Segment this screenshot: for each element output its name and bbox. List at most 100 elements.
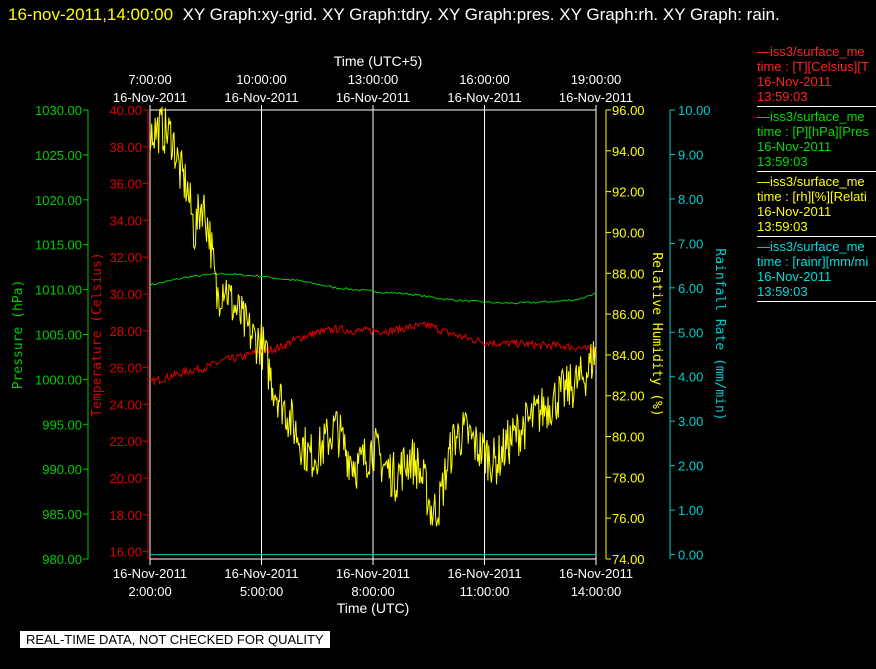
x-top-axis-title: Time (UTC+5) (334, 53, 423, 69)
humidity-tick-label: 94.00 (612, 144, 645, 159)
temperature-tick-label: 20.00 (109, 471, 142, 486)
temperature-tick-label: 34.00 (109, 213, 142, 228)
humidity-tick-label: 84.00 (612, 348, 645, 363)
humidity-tick-label: 78.00 (612, 470, 645, 485)
legend-entry-line: 16-Nov-2011 (757, 139, 832, 154)
pressure-tick-label: 1005.00 (35, 328, 82, 343)
rain-tick-label: 0.00 (678, 548, 703, 563)
legend-entry-line: 16-Nov-2011 (757, 269, 832, 284)
x-top-tick-time: 7:00:00 (128, 72, 171, 87)
legend-entry-line: 16-Nov-2011 (757, 74, 832, 89)
rain-tick-label: 10.00 (678, 103, 711, 118)
x-bottom-tick-time: 2:00:00 (128, 584, 171, 599)
temperature-tick-label: 22.00 (109, 434, 142, 449)
chart-header: 16-nov-2011,14:00:00 XY Graph:xy-grid. X… (8, 2, 858, 28)
temperature-tick-label: 40.00 (109, 103, 142, 118)
rain-tick-label: 5.00 (678, 325, 703, 340)
x-bottom-tick-date: 16-Nov-2011 (336, 566, 410, 581)
humidity-tick-label: 74.00 (612, 552, 645, 567)
x-bottom-tick-date: 16-Nov-2011 (559, 566, 633, 581)
legend-entry-line: —iss3/surface_me (757, 174, 865, 189)
x-top-tick-date: 16-Nov-2011 (224, 90, 298, 105)
x-bottom-tick-time: 14:00:00 (571, 584, 622, 599)
x-top-tick-time: 19:00:00 (571, 72, 622, 87)
x-top-tick-date: 16-Nov-2011 (447, 90, 521, 105)
pressure-tick-label: 1020.00 (35, 193, 82, 208)
legend-entry-line: 13:59:03 (757, 219, 808, 234)
humidity-tick-label: 92.00 (612, 185, 645, 200)
temperature-tick-label: 26.00 (109, 361, 142, 376)
temperature-tick-label: 28.00 (109, 324, 142, 339)
pressure-tick-label: 980.00 (42, 552, 82, 567)
legend: —iss3/surface_me time : [T][Celsius][T 16-… (757, 44, 876, 304)
legend-entry-line: time : [T][Celsius][T (757, 59, 869, 74)
rain-tick-label: 3.00 (678, 414, 703, 429)
x-bottom-tick-date: 16-Nov-2011 (224, 566, 298, 581)
pressure-tick-label: 995.00 (42, 417, 82, 432)
temperature-tick-label: 36.00 (109, 177, 142, 192)
pressure-tick-label: 985.00 (42, 507, 82, 522)
humidity-tick-label: 80.00 (612, 430, 645, 445)
legend-entry-line: 13:59:03 (757, 284, 808, 299)
quality-disclaimer: REAL-TIME DATA, NOT CHECKED FOR QUALITY (20, 631, 330, 648)
humidity-tick-label: 88.00 (612, 266, 645, 281)
legend-entry-line: —iss3/surface_me (757, 109, 865, 124)
x-bottom-tick-time: 11:00:00 (460, 584, 510, 599)
legend-entry-line: 13:59:03 (757, 89, 808, 104)
humidity-tick-label: 86.00 (612, 307, 645, 322)
x-bottom-axis-title: Time (UTC) (337, 600, 410, 616)
legend-entry: —iss3/surface_me time : [T][Celsius][T 16-… (757, 44, 876, 107)
legend-entry-line: —iss3/surface_me (757, 239, 865, 254)
x-bottom-tick-time: 5:00:00 (240, 584, 283, 599)
temperature-tick-label: 38.00 (109, 140, 142, 155)
header-timestamp: 16-nov-2011,14:00:00 (8, 5, 174, 24)
pressure-series-line (149, 272, 597, 305)
x-top-tick-date: 16-Nov-2011 (336, 90, 410, 105)
humidity-tick-label: 76.00 (612, 511, 645, 526)
x-bottom-tick-date: 16-Nov-2011 (113, 566, 187, 581)
x-top-tick-time: 13:00:00 (348, 72, 399, 87)
rain-tick-label: 4.00 (678, 370, 703, 385)
humidity-series-line (149, 106, 597, 527)
humidity-tick-label: 82.00 (612, 389, 645, 404)
pressure-tick-label: 1000.00 (35, 372, 82, 387)
temperature-axis-title: Temperature (Celsius) (90, 252, 105, 416)
pressure-tick-label: 1010.00 (35, 283, 82, 298)
temperature-tick-label: 24.00 (109, 397, 142, 412)
humidity-tick-label: 96.00 (612, 103, 645, 118)
rain-tick-label: 1.00 (678, 503, 703, 518)
temperature-tick-label: 32.00 (109, 250, 142, 265)
rain-tick-label: 9.00 (678, 147, 703, 162)
x-top-tick-date: 16-Nov-2011 (113, 90, 187, 105)
rain-tick-label: 6.00 (678, 281, 703, 296)
rain-axis-title: Rainfall Rate (mm/min) (712, 248, 727, 420)
legend-entry-line: time : [rainr][mm/mi (757, 254, 869, 269)
x-top-tick-time: 16:00:00 (459, 72, 510, 87)
rain-tick-label: 8.00 (678, 192, 703, 207)
x-bottom-tick-date: 16-Nov-2011 (447, 566, 521, 581)
pressure-axis-title: Pressure (hPa) (11, 280, 26, 390)
legend-entry-line: —iss3/surface_me (757, 44, 865, 59)
legend-entry-line: 16-Nov-2011 (757, 204, 832, 219)
x-top-tick-time: 10:00:00 (236, 72, 287, 87)
header-graph-titles: XY Graph:xy-grid. XY Graph:tdry. XY Grap… (182, 5, 780, 24)
legend-entry: —iss3/surface_me time : [rainr][mm/mi 16-N… (757, 239, 876, 302)
pressure-tick-label: 1025.00 (35, 148, 82, 163)
temperature-tick-label: 16.00 (109, 545, 142, 560)
legend-entry-line: time : [rh][%][Relati (757, 189, 867, 204)
temperature-tick-label: 30.00 (109, 287, 142, 302)
temperature-series-line (149, 320, 597, 385)
humidity-tick-label: 90.00 (612, 225, 645, 240)
rain-tick-label: 2.00 (678, 459, 703, 474)
x-bottom-tick-time: 8:00:00 (351, 584, 394, 599)
legend-entry-line: time : [P][hPa][Pres (757, 124, 869, 139)
humidity-axis-title: Relative Humidity (%) (649, 252, 664, 416)
legend-entry: —iss3/surface_me time : [P][hPa][Pres 16-N… (757, 109, 876, 172)
temperature-tick-label: 18.00 (109, 508, 142, 523)
pressure-tick-label: 1015.00 (35, 238, 82, 253)
rain-tick-label: 7.00 (678, 236, 703, 251)
pressure-tick-label: 990.00 (42, 462, 82, 477)
legend-entry-line: 13:59:03 (757, 154, 808, 169)
pressure-tick-label: 1030.00 (35, 103, 82, 118)
